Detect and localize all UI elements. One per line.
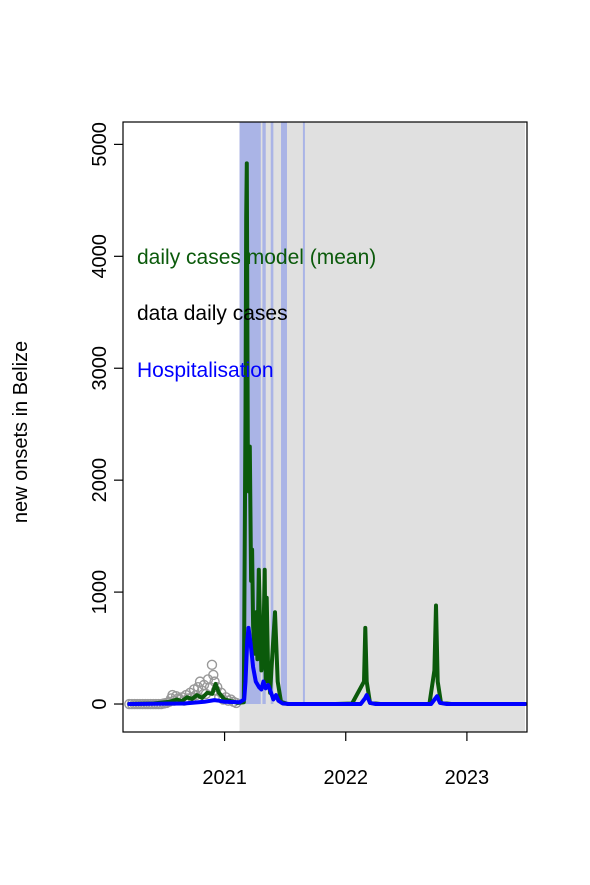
series-line-model <box>127 161 527 706</box>
axes: 0 1000 2000 3000 4000 5000 2021 2022 2023 <box>89 122 489 789</box>
y-tick-label: 1000 <box>89 570 111 615</box>
projection-shaded-region <box>239 122 526 732</box>
legend-label-data: data daily cases <box>137 302 288 325</box>
y-axis-label: new onsets in Belize <box>10 341 32 523</box>
plot-frame <box>122 121 528 733</box>
x-tick-label: 2021 <box>202 767 247 789</box>
series-line-hospitalisation <box>127 625 527 706</box>
legend-label-hospitalisation: Hospitalisation <box>137 359 274 382</box>
uncertainty-band-3 <box>281 122 287 705</box>
uncertainty-band-4 <box>302 122 305 705</box>
x-tick-label: 2023 <box>445 767 490 789</box>
y-tick-label: 5000 <box>89 122 111 167</box>
legend-label-model: daily cases model (mean) <box>137 246 376 269</box>
x-tick-label: 2022 <box>323 767 368 789</box>
data-point-38 <box>208 669 219 681</box>
plot-background-layer <box>239 122 526 732</box>
data-point-37 <box>206 659 218 671</box>
legend: daily cases model (mean) data daily case… <box>137 246 376 382</box>
y-tick-label: 0 <box>89 698 111 709</box>
series-lines <box>127 161 527 706</box>
uncertainty-band-1 <box>262 122 266 705</box>
y-tick-label: 4000 <box>89 234 111 279</box>
y-tick-label: 3000 <box>89 346 111 391</box>
y-tick-label: 2000 <box>89 458 111 503</box>
uncertainty-band-2 <box>270 122 274 705</box>
